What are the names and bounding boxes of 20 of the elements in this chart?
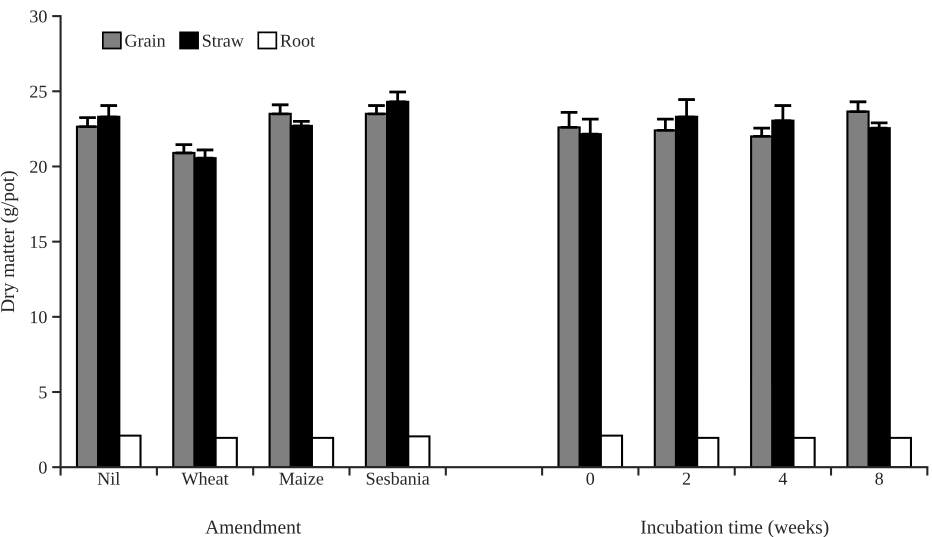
x-tick-label: Sesbania — [366, 472, 430, 485]
text: Amendment — [205, 520, 302, 534]
x-tick-label: 0 — [586, 472, 594, 485]
y-tick-label: 30 — [30, 10, 47, 23]
y-tick-label: 0 — [39, 461, 47, 474]
y-tick-label: 10 — [30, 311, 47, 324]
x-tick-label: Nil — [98, 472, 120, 485]
y-tick-label: 25 — [30, 86, 47, 98]
x-tick-label: Maize — [279, 472, 324, 485]
legend-label: Straw — [202, 34, 244, 47]
x-tick-label: Wheat — [182, 472, 228, 485]
legend-label: Root — [280, 34, 315, 47]
x-tick-label: 4 — [778, 472, 788, 485]
legend-label: Grain — [125, 34, 166, 47]
x-tick-label: 8 — [875, 472, 884, 485]
y-tick-label: 20 — [30, 160, 47, 173]
x-tick-label: 2 — [682, 472, 690, 485]
y-tick-label: 5 — [39, 386, 47, 398]
y-tick-label: 15 — [30, 236, 47, 248]
y-axis-title: Dry matter (g/pot) — [0, 171, 18, 312]
